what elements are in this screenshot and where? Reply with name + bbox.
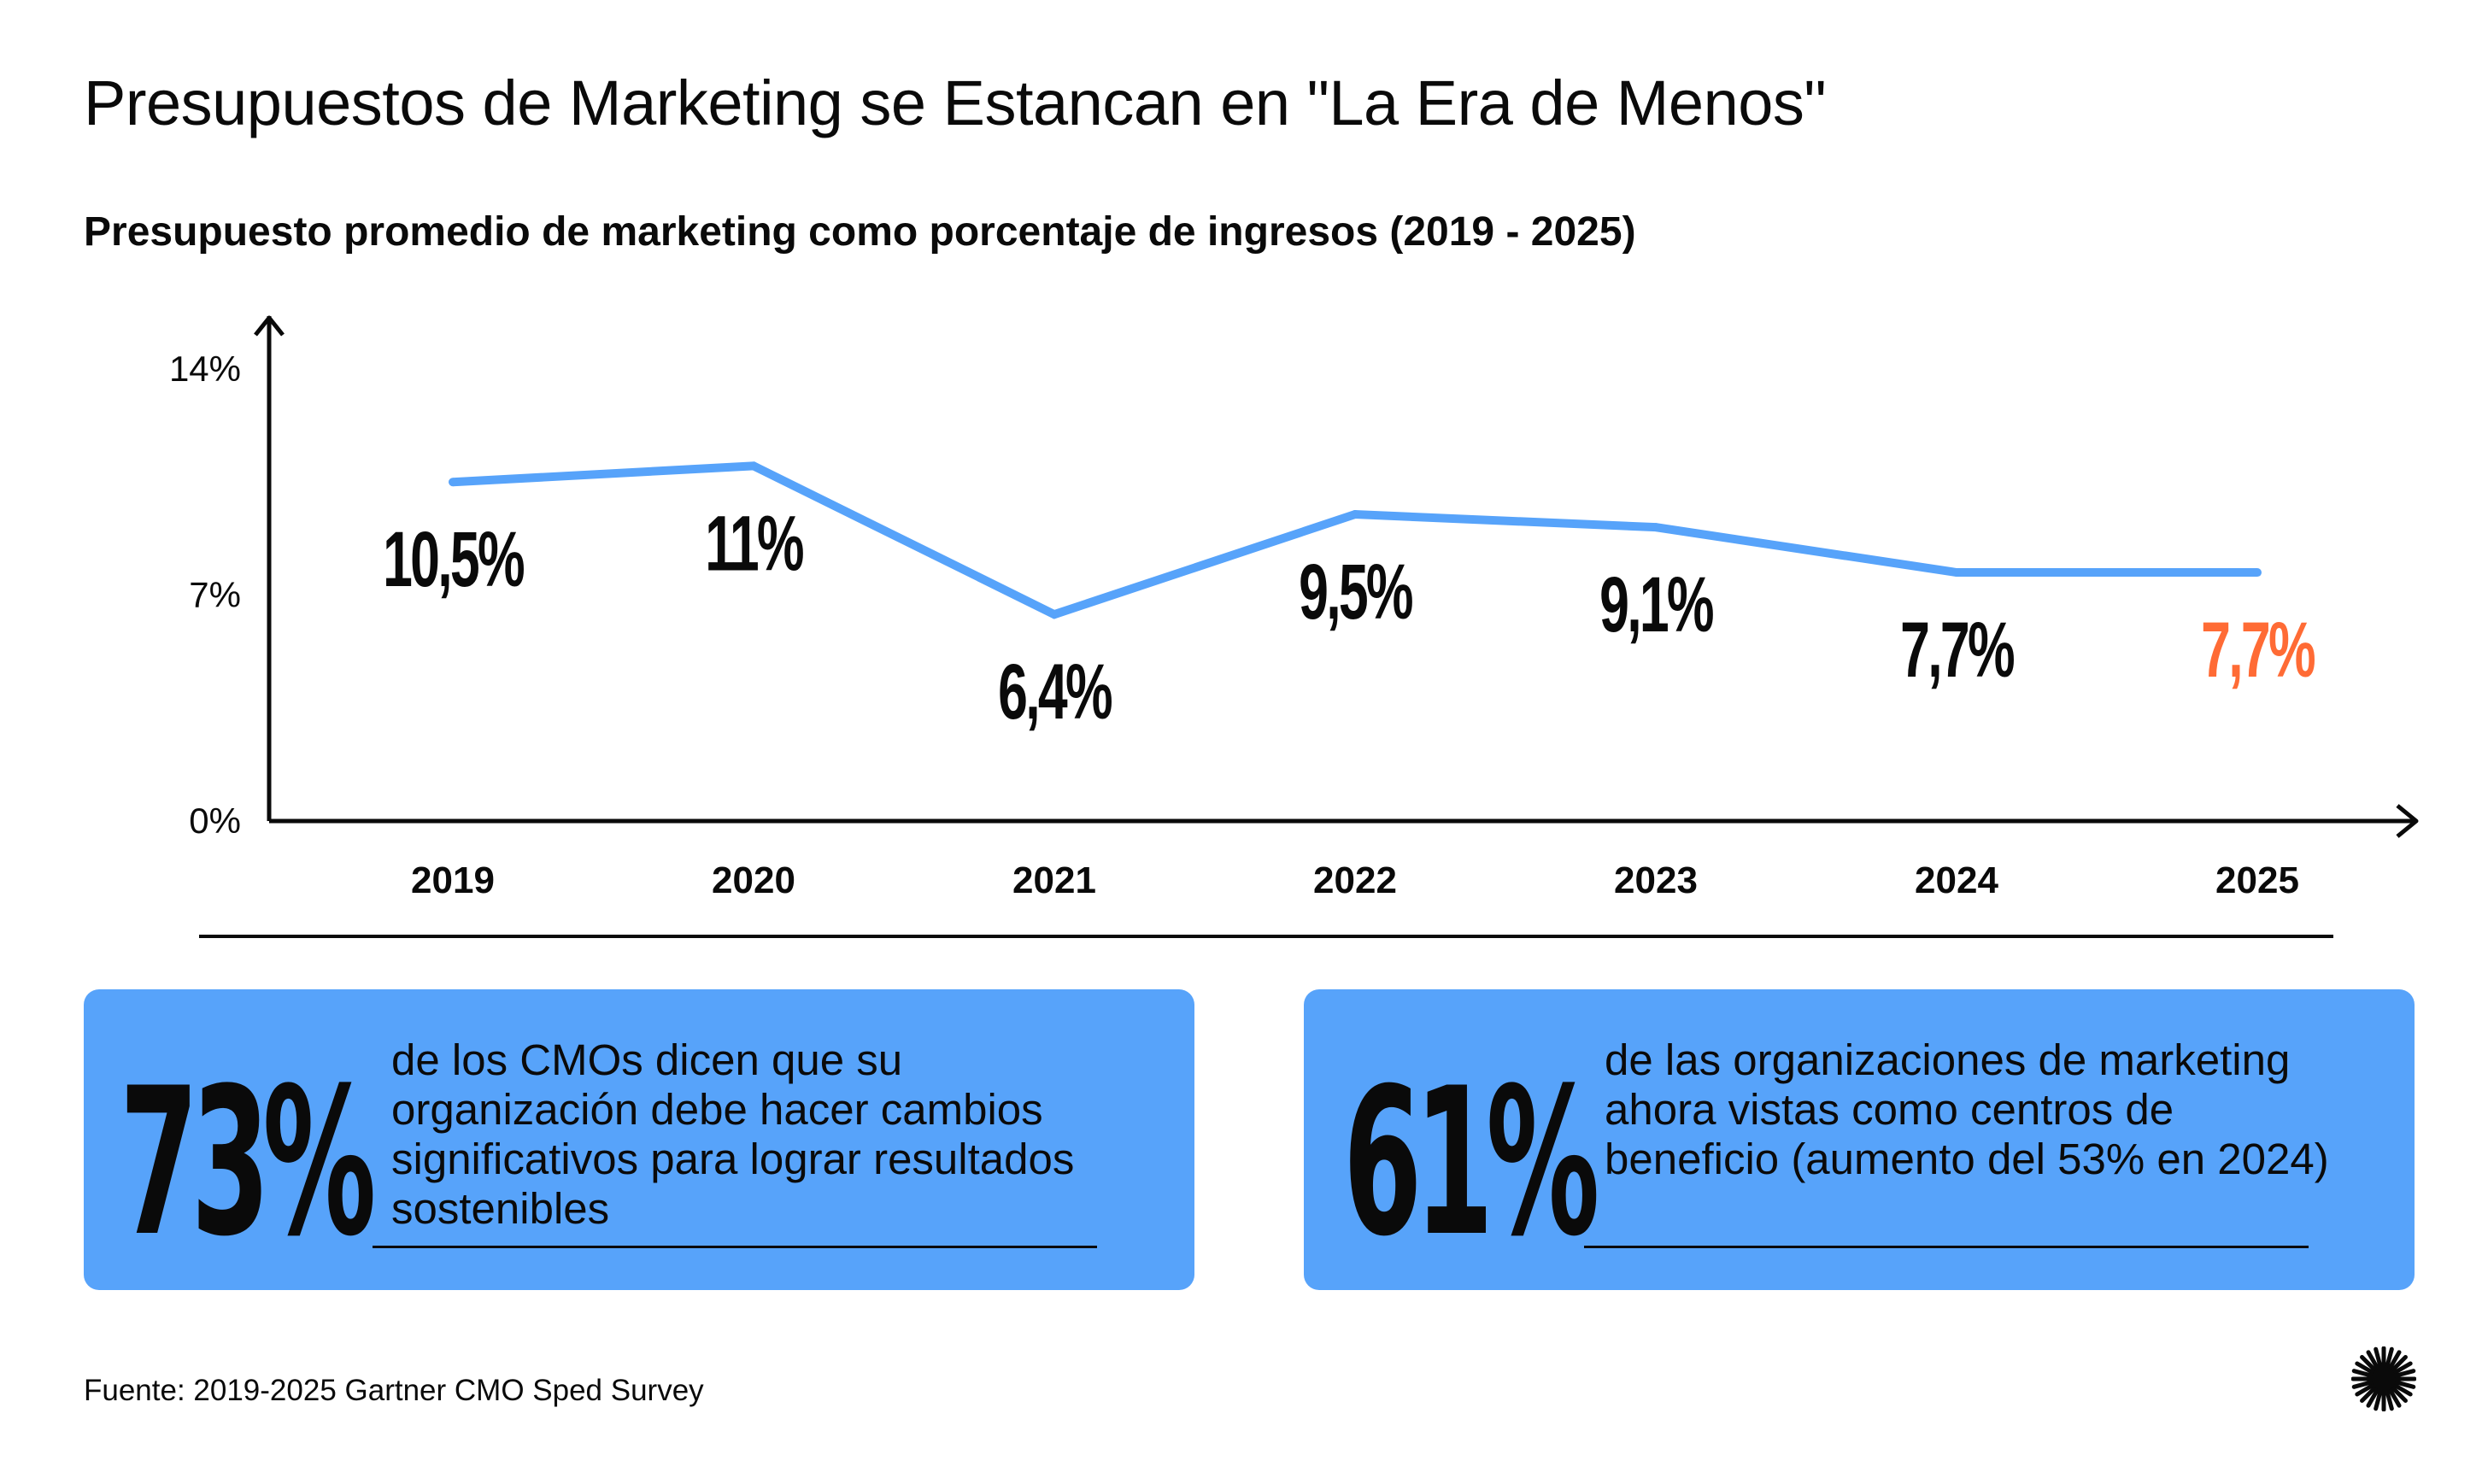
x-tick-label: 2022 [1313,859,1397,901]
stat-underline-profit-centers [1584,1246,2309,1248]
logo-ray [2385,1350,2402,1374]
logo-ray [2374,1346,2384,1373]
logo-ray [2351,1379,2378,1389]
x-axis-arrow [2396,804,2419,838]
data-label: 7,7% [2201,606,2315,694]
data-point [1652,523,1660,532]
section-divider [199,935,2333,938]
stat-card-cmos [84,989,1194,1290]
chart-subtitle: Presupuesto promedio de marketing como p… [84,209,1636,255]
data-point [749,461,758,471]
x-tick-label: 2023 [1614,859,1698,901]
stat-underline-cmos [373,1246,1097,1248]
data-point [1952,568,1961,578]
logo-ray [2360,1382,2380,1403]
data-label: 11% [705,499,803,587]
data-label: 7,7% [1900,606,2014,694]
logo-ray [2385,1384,2402,1408]
page-title: Presupuestos de Marketing se Estancan en… [84,67,1827,138]
stat-card-profit-centers [1304,989,2415,1290]
logo-ray [2351,1369,2378,1379]
data-label: 9,1% [1599,560,1713,648]
logo-ray [2384,1346,2394,1373]
logo-ray [2366,1384,2382,1408]
x-tick-label: 2020 [712,859,795,901]
logo-ray [2360,1355,2380,1375]
data-label: 6,4% [998,648,1112,736]
line-chart: 0% 7% 14% 2019 2020 2021 2022 2023 2024 2025 10,5%… [0,290,2488,944]
logo-ray [2387,1382,2408,1403]
data-point [1351,510,1359,519]
stat-value-profit-centers: 61% [1343,1045,1599,1282]
data-point [449,478,457,487]
data-point [1050,610,1059,619]
data-label: 10,5% [383,515,524,603]
logo-ray [2355,1361,2379,1377]
stat-text-cmos: de los CMOs dicen que su organización de… [391,1035,1075,1233]
logo-ray [2389,1381,2413,1397]
y-axis-arrow [254,315,285,337]
stat-value-cmos: 73% [120,1045,376,1282]
logo-ray [2374,1385,2384,1411]
x-tick-label: 2025 [2215,859,2299,901]
x-tick-label: 2024 [1915,859,1998,901]
y-tick-label: 0% [189,801,241,841]
data-point [2253,568,2262,578]
source-note: Fuente: 2019-2025 Gartner CMO Sped Surve… [84,1374,704,1407]
logo-ray [2384,1385,2394,1411]
data-label: 9,5% [1299,548,1412,636]
y-tick-label: 14% [169,349,241,389]
x-tick-label: 2021 [1012,859,1096,901]
x-tick-label: 2019 [411,859,495,901]
logo-ray [2387,1355,2408,1375]
starburst-icon [2351,1346,2416,1411]
logo-ray [2366,1350,2382,1374]
logo-ray [2390,1369,2416,1379]
y-tick-label: 7% [189,575,241,615]
stat-text-profit-centers: de las organizaciones de marketing ahora… [1605,1035,2329,1183]
logo-ray [2389,1361,2413,1377]
logo-ray [2355,1381,2379,1397]
logo-ray [2390,1379,2416,1389]
line-chart-svg: 0% 7% 14% 2019 2020 2021 2022 2023 2024 2025 10,5%… [169,315,2419,901]
